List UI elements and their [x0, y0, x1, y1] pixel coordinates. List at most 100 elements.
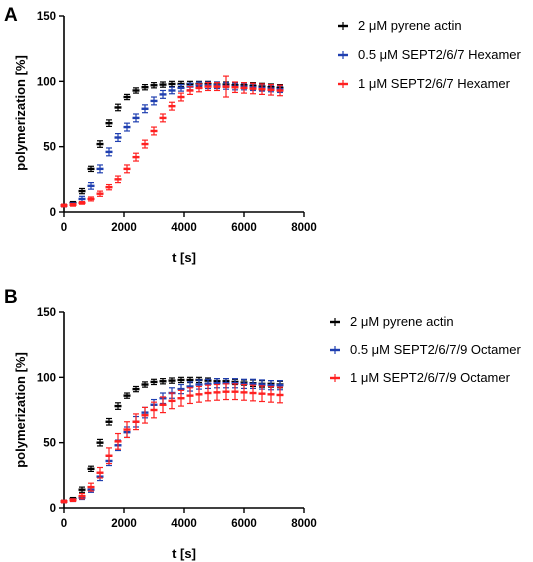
- data-point: [114, 133, 122, 143]
- panel-label-b: B: [4, 287, 18, 308]
- legend-label: 0.5 μM SEPT2/6/7 Hexamer: [358, 47, 522, 62]
- legend-label: 0.5 μM SEPT2/6/7/9 Octamer: [350, 342, 521, 357]
- data-point: [159, 378, 167, 385]
- x-tick-label: 6000: [231, 518, 257, 530]
- y-tick-label: 100: [37, 372, 56, 384]
- data-point: [96, 466, 104, 479]
- data-point: [213, 82, 221, 92]
- data-point: [150, 378, 158, 386]
- data-point: [78, 195, 86, 203]
- data-point: [105, 417, 113, 426]
- x-tick-label: 0: [61, 222, 67, 234]
- data-point: [87, 465, 95, 473]
- y-axis-title-a: polymerization [%]: [13, 55, 28, 171]
- data-point: [204, 82, 212, 92]
- data-point: [114, 175, 122, 184]
- data-point: [141, 139, 149, 149]
- data-point: [267, 385, 275, 403]
- data-point: [123, 122, 131, 132]
- data-point: [240, 383, 248, 401]
- data-point: [249, 384, 257, 402]
- data-point: [195, 379, 203, 390]
- data-point: [69, 202, 77, 207]
- data-point: [150, 82, 158, 89]
- data-point: [168, 377, 176, 384]
- data-point: [240, 82, 248, 94]
- x-tick-label: 8000: [291, 222, 317, 234]
- data-point: [105, 119, 113, 128]
- x-tick-label: 4000: [171, 518, 197, 530]
- data-point: [96, 438, 104, 447]
- data-point: [177, 389, 185, 407]
- data-point: [96, 190, 104, 197]
- data-point: [150, 126, 158, 136]
- data-point: [267, 83, 275, 96]
- y-tick-label: 150: [37, 307, 56, 319]
- x-axis-title-b: t [s]: [172, 546, 196, 561]
- data-point: [123, 164, 131, 174]
- data-point: [249, 82, 257, 95]
- data-point: [132, 385, 140, 393]
- y-tick-label: 50: [43, 438, 56, 450]
- data-point: [258, 385, 266, 403]
- data-point: [231, 81, 239, 94]
- data-point: [105, 447, 113, 465]
- legend-panel-b: 2 μM pyrene actin 0.5 μM SEPT2/6/7/9 Octa…: [330, 314, 521, 385]
- y-tick-label: 0: [50, 207, 56, 219]
- legend-label: 2 μM pyrene actin: [358, 18, 462, 33]
- x-tick-label: 6000: [231, 222, 257, 234]
- axes-panel-a: [63, 16, 304, 213]
- data-point: [78, 493, 86, 500]
- data-point: [132, 413, 140, 431]
- data-point: [141, 104, 149, 114]
- data-point: [222, 75, 230, 98]
- data-point: [168, 80, 176, 88]
- data-point: [177, 376, 185, 384]
- y-tick-label: 0: [50, 503, 56, 515]
- data-point: [177, 92, 185, 102]
- data-point: [186, 85, 194, 96]
- y-axis-title-b: polymerization [%]: [13, 352, 28, 468]
- data-point: [114, 432, 122, 450]
- data-point: [159, 396, 167, 414]
- data-point: [258, 83, 266, 96]
- data-point: [78, 200, 86, 205]
- legend-item: 2 μM pyrene actin: [330, 314, 454, 329]
- data-point: [159, 89, 167, 99]
- data-point: [123, 93, 131, 101]
- data-point: [213, 378, 221, 389]
- legend-label: 2 μM pyrene actin: [350, 314, 454, 329]
- data-point: [141, 381, 149, 388]
- chart-panel-b: B 0 50 100 150 0 2000 4000 6000 8000 t [s] polym…: [4, 287, 521, 561]
- data-point: [213, 383, 221, 401]
- x-tick-label: 2000: [111, 222, 137, 234]
- data-point: [96, 164, 104, 174]
- data-point: [60, 499, 68, 504]
- data-point: [168, 392, 176, 410]
- data-point: [87, 182, 95, 190]
- data-point: [159, 81, 167, 88]
- legend-label: 1 μM SEPT2/6/7/9 Octamer: [350, 370, 511, 385]
- series-a-0: [60, 80, 284, 208]
- data-point: [69, 498, 77, 503]
- data-point: [195, 385, 203, 403]
- data-point: [231, 383, 239, 401]
- legend-item: 1 μM SEPT2/6/7 Hexamer: [338, 76, 511, 91]
- legend-item: 0.5 μM SEPT2/6/7/9 Octamer: [330, 342, 521, 357]
- data-point: [78, 486, 86, 493]
- data-point: [141, 406, 149, 424]
- x-tick-label: 4000: [171, 222, 197, 234]
- data-point: [105, 147, 113, 157]
- panel-label-a: A: [4, 5, 18, 26]
- y-tick-label: 50: [43, 142, 56, 154]
- x-tick-label: 2000: [111, 518, 137, 530]
- data-point: [87, 196, 95, 202]
- data-point: [114, 103, 122, 112]
- data-point: [60, 203, 68, 208]
- y-tick-label: 150: [37, 11, 56, 23]
- x-tick-label: 8000: [291, 518, 317, 530]
- data-point: [195, 83, 203, 93]
- data-point: [177, 83, 185, 92]
- data-point: [276, 84, 284, 97]
- legend-label: 1 μM SEPT2/6/7 Hexamer: [358, 76, 511, 91]
